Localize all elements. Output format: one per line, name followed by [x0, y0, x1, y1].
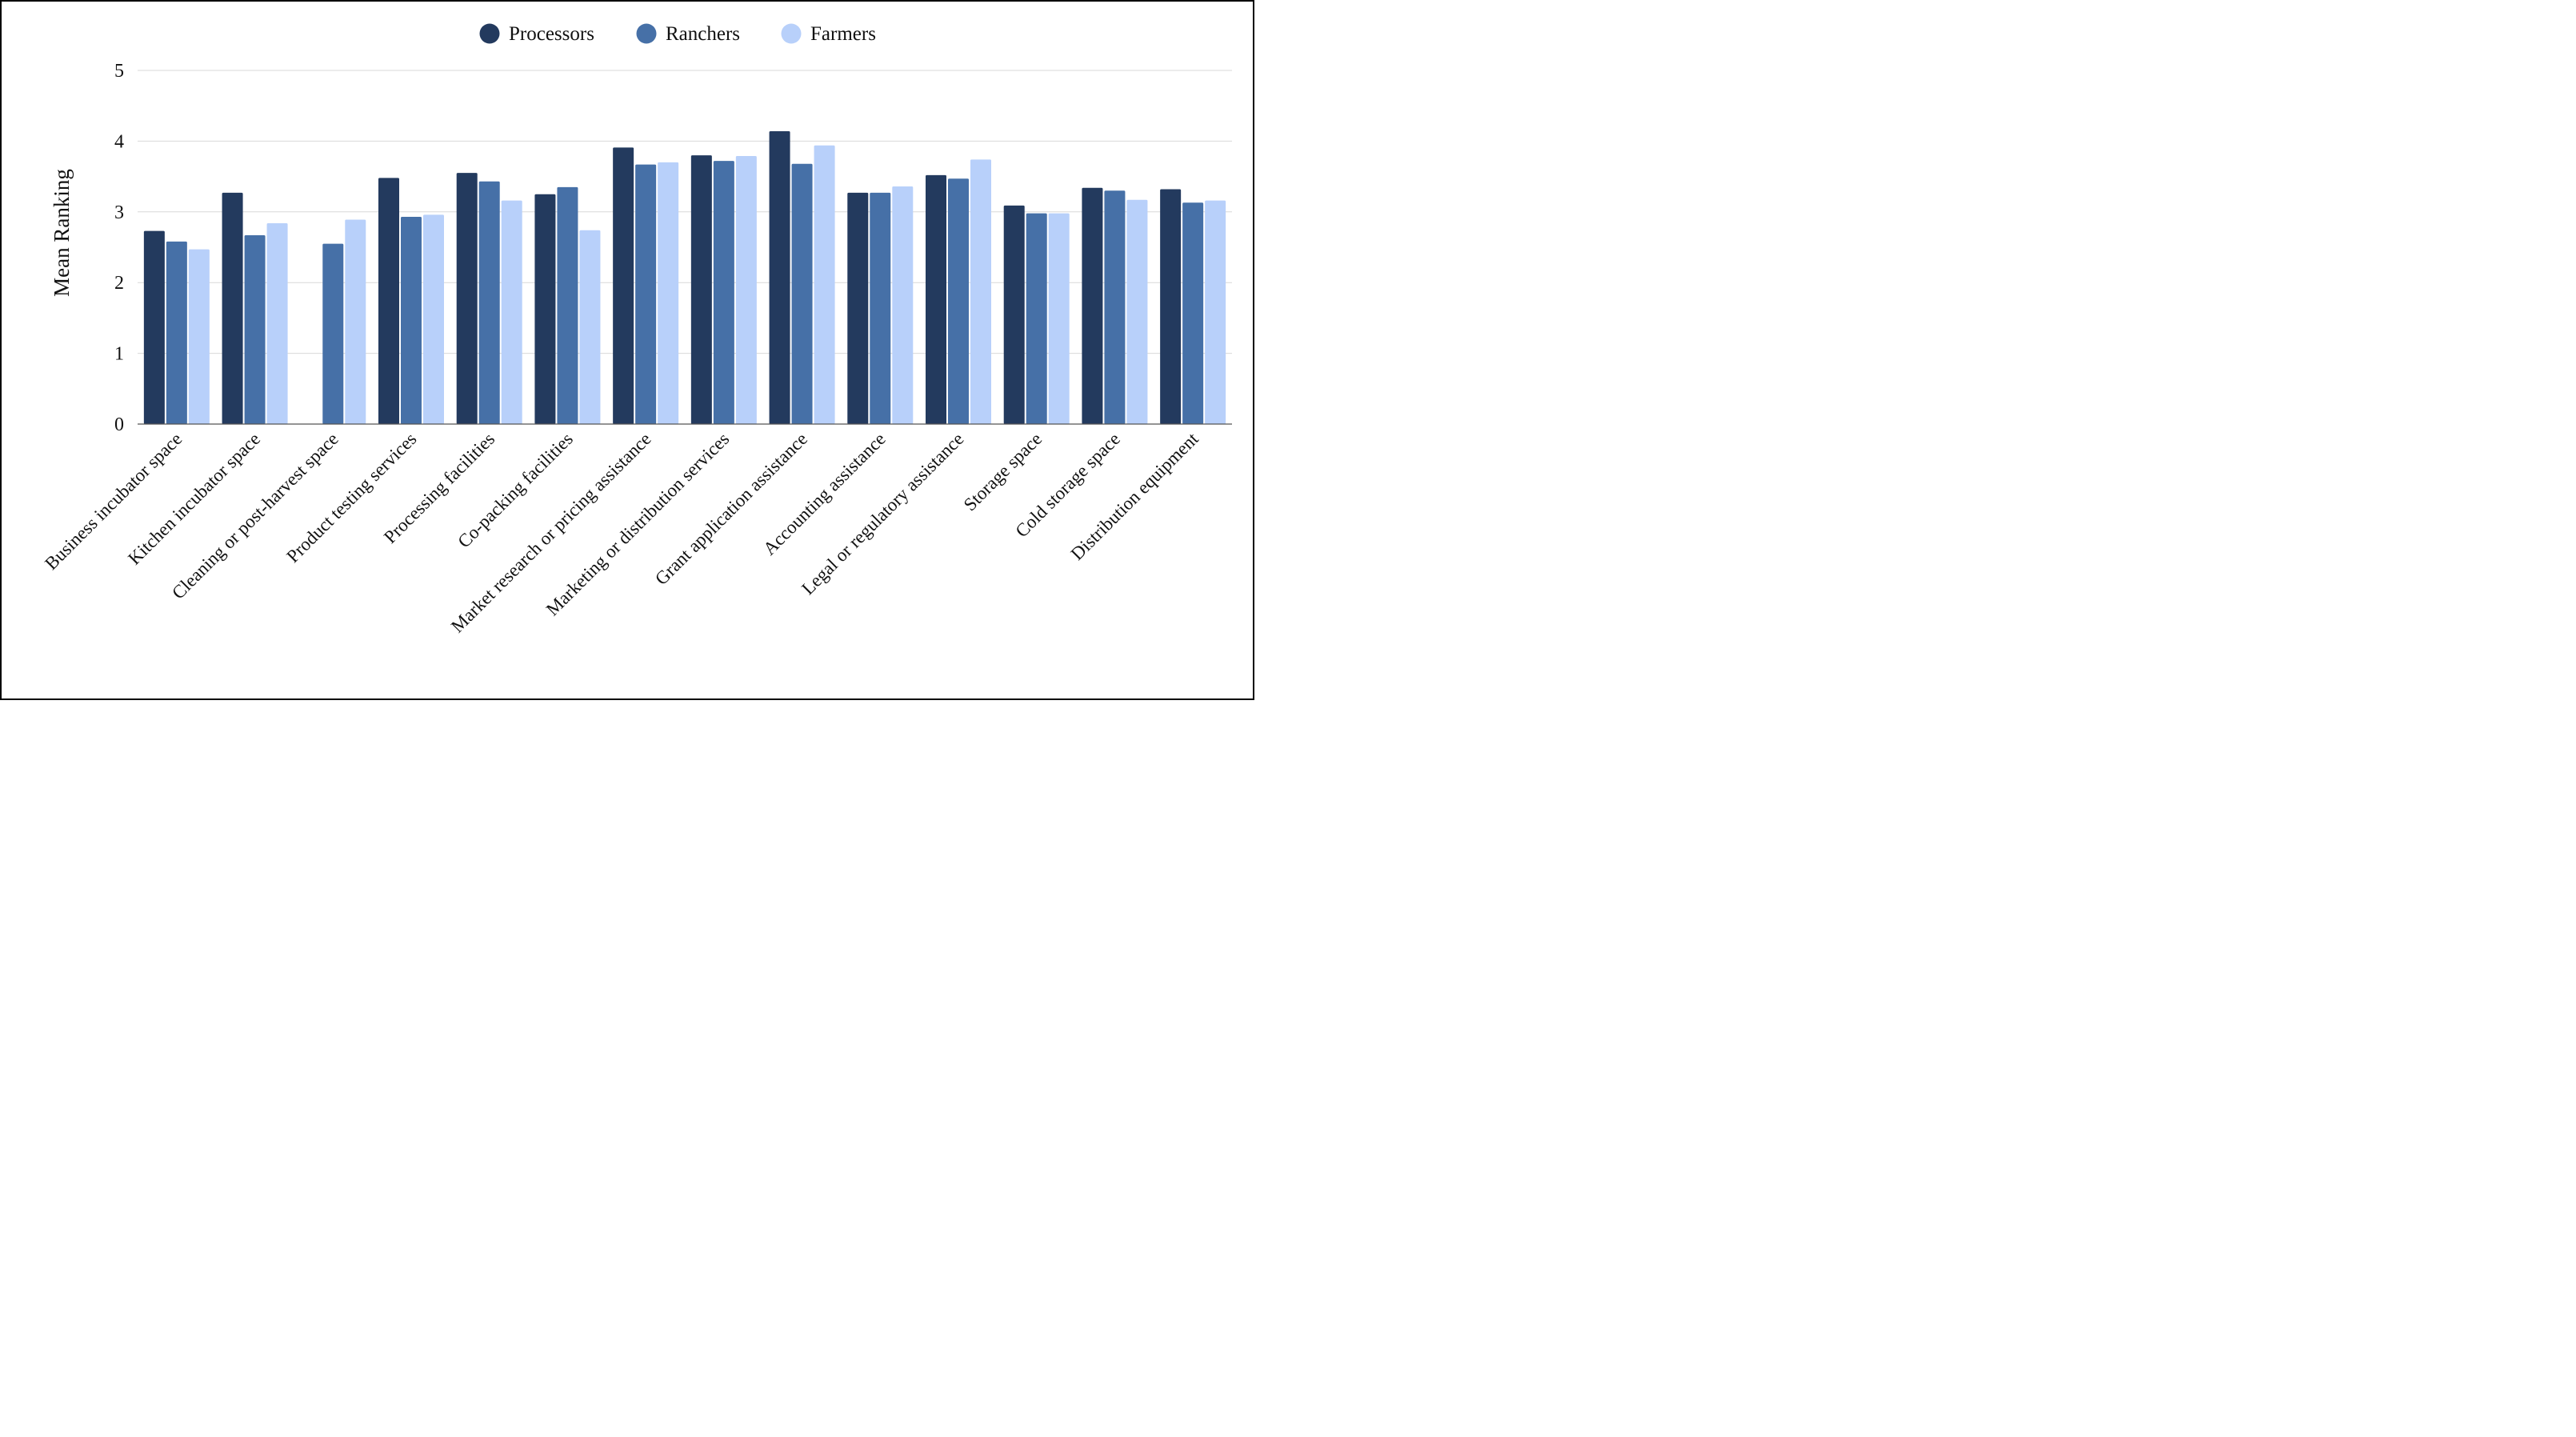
bar-processors: [613, 147, 634, 424]
bar-ranchers: [791, 163, 813, 425]
y-tick-label: 4: [114, 131, 124, 152]
y-tick-label: 5: [114, 61, 124, 82]
bar-ranchers: [401, 216, 422, 424]
bar-processors: [847, 192, 869, 424]
bar-farmers: [814, 145, 835, 425]
legend-marker-ranchers: [636, 23, 657, 44]
bar-processors: [378, 178, 399, 425]
legend-label-farmers: Farmers: [810, 23, 876, 45]
legend-label-ranchers: Ranchers: [666, 23, 740, 45]
bar-processors: [143, 230, 165, 424]
bar-farmers: [501, 200, 522, 424]
bar-farmers: [266, 222, 288, 424]
bar-processors: [926, 174, 946, 424]
bar-farmers: [1126, 199, 1148, 424]
x-category-label: Product testing services: [282, 429, 420, 566]
bar-ranchers: [166, 241, 187, 424]
x-category-label: Storage space: [960, 429, 1046, 515]
legend-label-processors: Processors: [509, 23, 594, 45]
bar-ranchers: [870, 192, 891, 424]
bar-processors: [769, 131, 790, 425]
bar-processors: [1160, 189, 1182, 424]
bar-ranchers: [948, 178, 969, 424]
x-category-label: Business incubator space: [41, 429, 186, 574]
y-tick-label: 2: [114, 273, 124, 294]
y-tick-label: 3: [114, 202, 124, 223]
bar-processors: [534, 194, 556, 424]
x-category-label: Kitchen incubator space: [124, 429, 264, 569]
bar-farmers: [423, 214, 444, 424]
bar-farmers: [892, 186, 914, 424]
chart-frame: 0 1 2 3 4 5 Business incubator space Kitchen i…: [0, 0, 1254, 700]
bar-farmers: [579, 230, 601, 424]
y-tick-label: 1: [114, 344, 124, 365]
bar-farmers: [658, 162, 679, 425]
bar-ranchers: [478, 181, 500, 424]
bars: [143, 131, 1226, 425]
y-axis-ticks: 0 1 2 3 4 5: [114, 61, 124, 435]
bar-ranchers: [557, 186, 578, 425]
bar-processors: [456, 173, 478, 424]
bar-farmers: [970, 159, 991, 424]
bar-ranchers: [322, 243, 344, 424]
x-category-label: Cleaning or post-harvest space: [168, 429, 342, 603]
legend: Processors Ranchers Farmers: [479, 23, 876, 45]
bar-processors: [1003, 205, 1025, 424]
x-category-label: Grant application assistance: [651, 429, 811, 589]
bar-farmers: [345, 219, 366, 424]
bar-farmers: [1205, 200, 1226, 424]
bar-ranchers: [1104, 190, 1126, 424]
y-tick-label: 0: [114, 414, 124, 435]
legend-marker-farmers: [781, 23, 802, 44]
bar-ranchers: [1026, 213, 1047, 424]
bar-farmers: [188, 249, 210, 424]
bar-processors: [690, 155, 712, 424]
bar-ranchers: [244, 234, 266, 424]
x-category-label: Legal or regulatory assistance: [798, 429, 967, 598]
legend-marker-processors: [479, 23, 500, 44]
x-category-label: Distribution equipment: [1067, 428, 1202, 563]
bar-ranchers: [713, 161, 734, 425]
bar-ranchers: [1182, 202, 1204, 425]
bar-ranchers: [635, 164, 657, 424]
y-axis-title: Mean Ranking: [50, 169, 74, 297]
bar-farmers: [1048, 213, 1070, 424]
bar-farmers: [735, 155, 757, 425]
bar-processors: [1082, 187, 1103, 424]
bar-processors: [222, 192, 243, 424]
